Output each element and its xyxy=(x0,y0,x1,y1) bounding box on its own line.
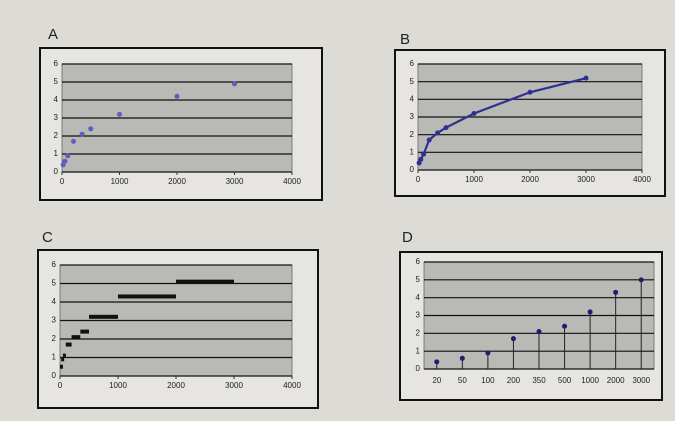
point xyxy=(117,112,122,117)
step-segment xyxy=(176,280,234,284)
x-tick-label: 0 xyxy=(416,175,421,184)
y-tick-label: 4 xyxy=(54,95,59,104)
point xyxy=(65,153,70,158)
stem-head xyxy=(562,324,567,329)
x-tick-label: 4000 xyxy=(283,381,301,390)
point xyxy=(444,125,449,130)
point xyxy=(418,157,423,162)
stem-head xyxy=(639,277,644,282)
point xyxy=(62,159,67,164)
x-tick-label: 2000 xyxy=(521,175,539,184)
x-tick-label: 0 xyxy=(58,381,63,390)
step-segment xyxy=(89,315,118,319)
x-tick-label: 3000 xyxy=(226,177,244,186)
stem-head xyxy=(460,356,465,361)
y-tick-label: 3 xyxy=(52,316,57,325)
y-tick-label: 6 xyxy=(416,257,421,266)
y-tick-label: 0 xyxy=(54,167,59,176)
y-tick-label: 2 xyxy=(52,334,57,343)
x-tick-label: 0 xyxy=(60,177,65,186)
x-tick-label: 3000 xyxy=(632,376,650,385)
step-segment xyxy=(66,343,72,347)
y-tick-label: 5 xyxy=(416,275,421,284)
x-tick-label: 3000 xyxy=(577,175,595,184)
y-tick-label: 6 xyxy=(54,59,59,68)
stem-head xyxy=(537,329,542,334)
y-tick-label: 1 xyxy=(52,353,57,362)
y-tick-label: 3 xyxy=(410,112,415,121)
y-tick-label: 1 xyxy=(54,149,59,158)
y-tick-label: 4 xyxy=(52,297,57,306)
y-tick-label: 2 xyxy=(416,328,421,337)
y-tick-label: 3 xyxy=(54,113,59,122)
y-tick-label: 1 xyxy=(416,346,421,355)
stem-head xyxy=(613,290,618,295)
x-tick-label: 4000 xyxy=(283,177,301,186)
point xyxy=(472,111,477,116)
chart-title: A xyxy=(48,26,58,43)
step-segment xyxy=(118,294,176,298)
point xyxy=(80,132,85,137)
x-tick-label: 1000 xyxy=(465,175,483,184)
point xyxy=(175,94,180,99)
chart-title: D xyxy=(402,229,413,246)
step-segment xyxy=(63,354,66,358)
point xyxy=(232,81,237,86)
x-tick-label: 100 xyxy=(481,376,495,385)
y-tick-label: 5 xyxy=(54,77,59,86)
y-tick-label: 4 xyxy=(416,293,421,302)
x-tick-label: 50 xyxy=(458,376,467,385)
y-tick-label: 3 xyxy=(416,311,421,320)
x-tick-label: 500 xyxy=(558,376,572,385)
y-tick-label: 6 xyxy=(410,59,415,68)
chart-title: B xyxy=(400,31,410,48)
point xyxy=(421,152,426,157)
chart-title: C xyxy=(42,229,53,246)
chart-sheet: A012345601000200030004000B01234560100020… xyxy=(0,0,675,421)
y-tick-label: 1 xyxy=(410,147,415,156)
x-tick-label: 350 xyxy=(532,376,546,385)
x-tick-label: 1000 xyxy=(111,177,129,186)
stem-head xyxy=(511,336,516,341)
x-tick-label: 200 xyxy=(507,376,521,385)
y-tick-label: 5 xyxy=(410,77,415,86)
x-tick-label: 2000 xyxy=(167,381,185,390)
y-tick-label: 2 xyxy=(54,131,59,140)
stem-head xyxy=(485,350,490,355)
x-tick-label: 2000 xyxy=(168,177,186,186)
step-segment xyxy=(60,365,63,369)
x-tick-label: 3000 xyxy=(225,381,243,390)
point xyxy=(427,137,432,142)
x-tick-label: 2000 xyxy=(607,376,625,385)
y-tick-label: 5 xyxy=(52,279,57,288)
page: {"chart_data": [ {"type": "scatter", "ti… xyxy=(0,0,675,421)
y-tick-label: 0 xyxy=(52,371,57,380)
x-tick-label: 1000 xyxy=(581,376,599,385)
x-tick-label: 20 xyxy=(432,376,441,385)
step-segment xyxy=(80,330,89,334)
point xyxy=(71,139,76,144)
point xyxy=(88,126,93,131)
x-tick-label: 4000 xyxy=(633,175,651,184)
point xyxy=(435,130,440,135)
y-tick-label: 6 xyxy=(52,260,57,269)
y-tick-label: 0 xyxy=(410,165,415,174)
x-tick-label: 1000 xyxy=(109,381,127,390)
stem-head xyxy=(434,359,439,364)
y-tick-label: 4 xyxy=(410,94,415,103)
point xyxy=(528,90,533,95)
stem-head xyxy=(588,309,593,314)
step-segment xyxy=(61,357,64,361)
point xyxy=(584,76,589,81)
y-tick-label: 0 xyxy=(416,364,421,373)
step-segment xyxy=(72,335,81,339)
y-tick-label: 2 xyxy=(410,130,415,139)
